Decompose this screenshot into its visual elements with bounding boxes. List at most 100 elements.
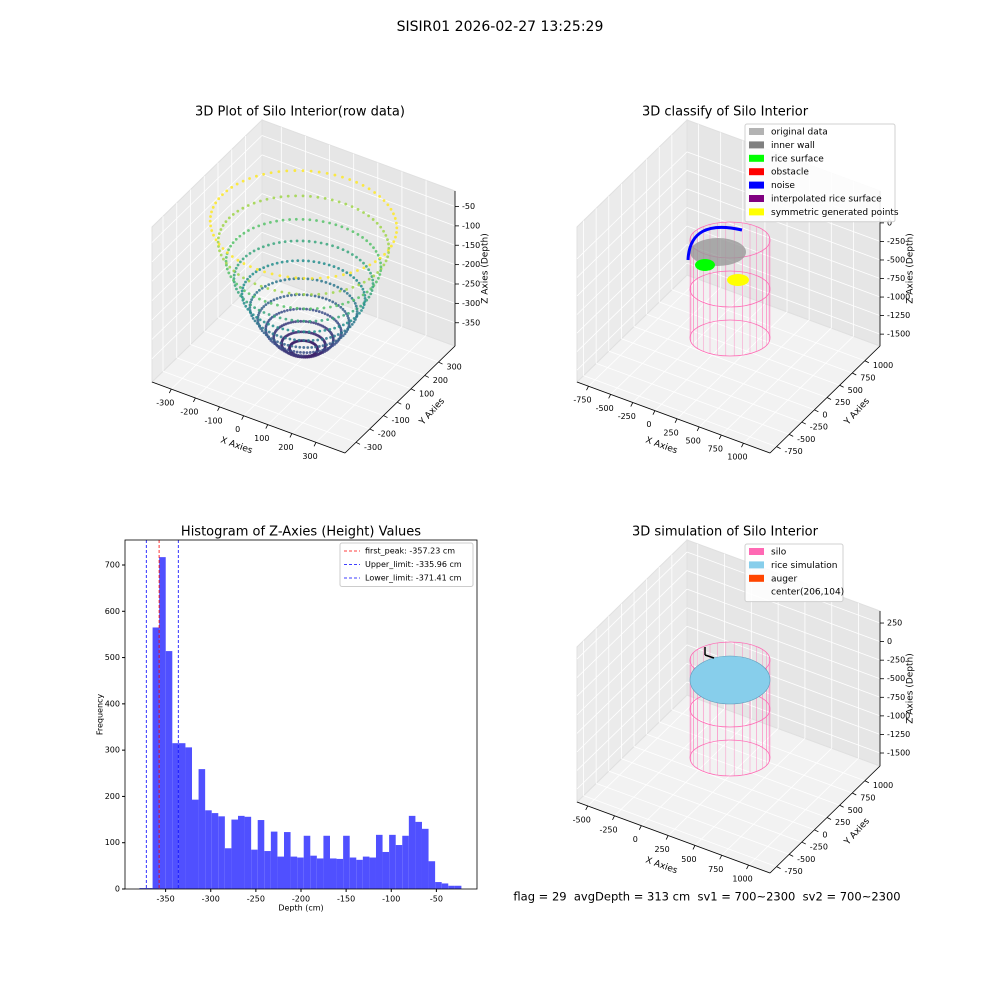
x-tick	[608, 394, 611, 399]
surface-point	[350, 323, 354, 326]
z-tick-label: -250	[887, 656, 905, 665]
y-tick-label: -100	[392, 416, 410, 425]
z-tick-label: -1250	[887, 730, 910, 739]
surface-point	[372, 246, 375, 250]
surface-point	[260, 329, 264, 333]
surface-point	[281, 218, 285, 222]
x-tick	[586, 386, 589, 391]
bar	[270, 831, 278, 889]
bar	[343, 835, 350, 889]
surface-point	[257, 308, 261, 312]
grid-line	[608, 350, 802, 423]
surface-point	[248, 275, 252, 278]
surface-point	[221, 247, 225, 250]
legend-label: original data	[771, 128, 828, 138]
surface-point	[311, 338, 315, 342]
surface-point	[315, 307, 319, 310]
surface-point	[297, 353, 300, 357]
surface-point	[258, 268, 262, 271]
surface-point	[382, 229, 385, 233]
surface-point	[325, 171, 329, 175]
surface-point	[307, 330, 311, 334]
surface-point	[293, 338, 296, 342]
surface-point	[285, 169, 289, 173]
surface-point	[297, 277, 300, 280]
surface-point	[351, 285, 355, 289]
surface-point	[346, 227, 349, 231]
legend-swatch	[749, 168, 764, 176]
x-tick	[630, 402, 634, 407]
surface-point	[341, 323, 345, 327]
surface-point	[283, 342, 286, 346]
x-tick-label: 500	[681, 855, 696, 864]
grid-line	[151, 193, 263, 301]
surface-point	[349, 319, 353, 323]
surface-point	[301, 239, 305, 243]
surface-point	[361, 236, 364, 239]
surface-point	[214, 201, 218, 205]
legend-swatch	[749, 141, 764, 149]
bar	[316, 858, 324, 889]
surface-point	[322, 306, 326, 310]
status-footer: flag = 29 avgDepth = 313 cm sv1 = 700~23…	[513, 890, 900, 904]
bar	[448, 885, 455, 889]
surface-point	[313, 294, 317, 298]
surface-point	[235, 287, 238, 291]
surface-point	[263, 222, 266, 226]
surface-point	[228, 265, 232, 269]
bar	[224, 848, 232, 889]
surface-point	[347, 316, 350, 320]
surface-point	[317, 261, 321, 264]
surface-point	[321, 344, 325, 348]
surface-point	[358, 311, 361, 315]
grid-line	[588, 278, 699, 387]
surface-point	[284, 317, 288, 321]
surface-point	[376, 253, 380, 257]
surface-point	[221, 224, 225, 227]
surface-point	[297, 330, 300, 333]
surface-point	[352, 298, 356, 302]
surface-point	[351, 230, 355, 234]
grid-line	[261, 212, 456, 285]
y-tick-label: 750	[860, 373, 875, 382]
silo-ring	[689, 739, 771, 777]
surface-point	[230, 255, 234, 258]
surface-point	[365, 290, 369, 294]
x-tick-label: -200	[292, 895, 310, 904]
surface-point	[326, 347, 330, 351]
surface-point	[262, 172, 265, 176]
bar	[257, 820, 265, 889]
surface-point	[302, 319, 306, 323]
surface-point	[210, 229, 214, 232]
z-tick-label: -200	[462, 260, 480, 269]
z-tick-label: -1500	[887, 749, 910, 758]
bar	[356, 859, 363, 889]
grid-line	[576, 588, 688, 697]
y-tick	[826, 397, 832, 400]
surface-point	[224, 255, 228, 259]
surface-point	[229, 244, 232, 248]
z-tick-label: -1000	[887, 711, 910, 720]
surface-point	[234, 266, 238, 270]
surface-point	[208, 219, 212, 223]
surface-point	[244, 280, 247, 284]
surface-point	[334, 274, 338, 278]
surface-point	[324, 280, 328, 284]
surface-point	[248, 310, 252, 314]
auger-mark	[704, 647, 715, 659]
grid-line	[671, 709, 866, 782]
surface-point	[346, 250, 350, 254]
surface-point	[368, 242, 372, 246]
y-tick	[776, 446, 781, 449]
x-tick-label: 300	[302, 452, 317, 461]
surface-point	[255, 315, 258, 319]
surface-point	[329, 335, 332, 339]
grid-line	[633, 326, 828, 398]
y-tick	[788, 433, 794, 437]
surface-point	[336, 285, 340, 289]
surface-point	[269, 299, 273, 303]
grid-line	[686, 607, 881, 680]
z-tick-label: -250	[887, 237, 905, 246]
surface-point	[367, 187, 371, 191]
grid-line	[694, 738, 806, 846]
